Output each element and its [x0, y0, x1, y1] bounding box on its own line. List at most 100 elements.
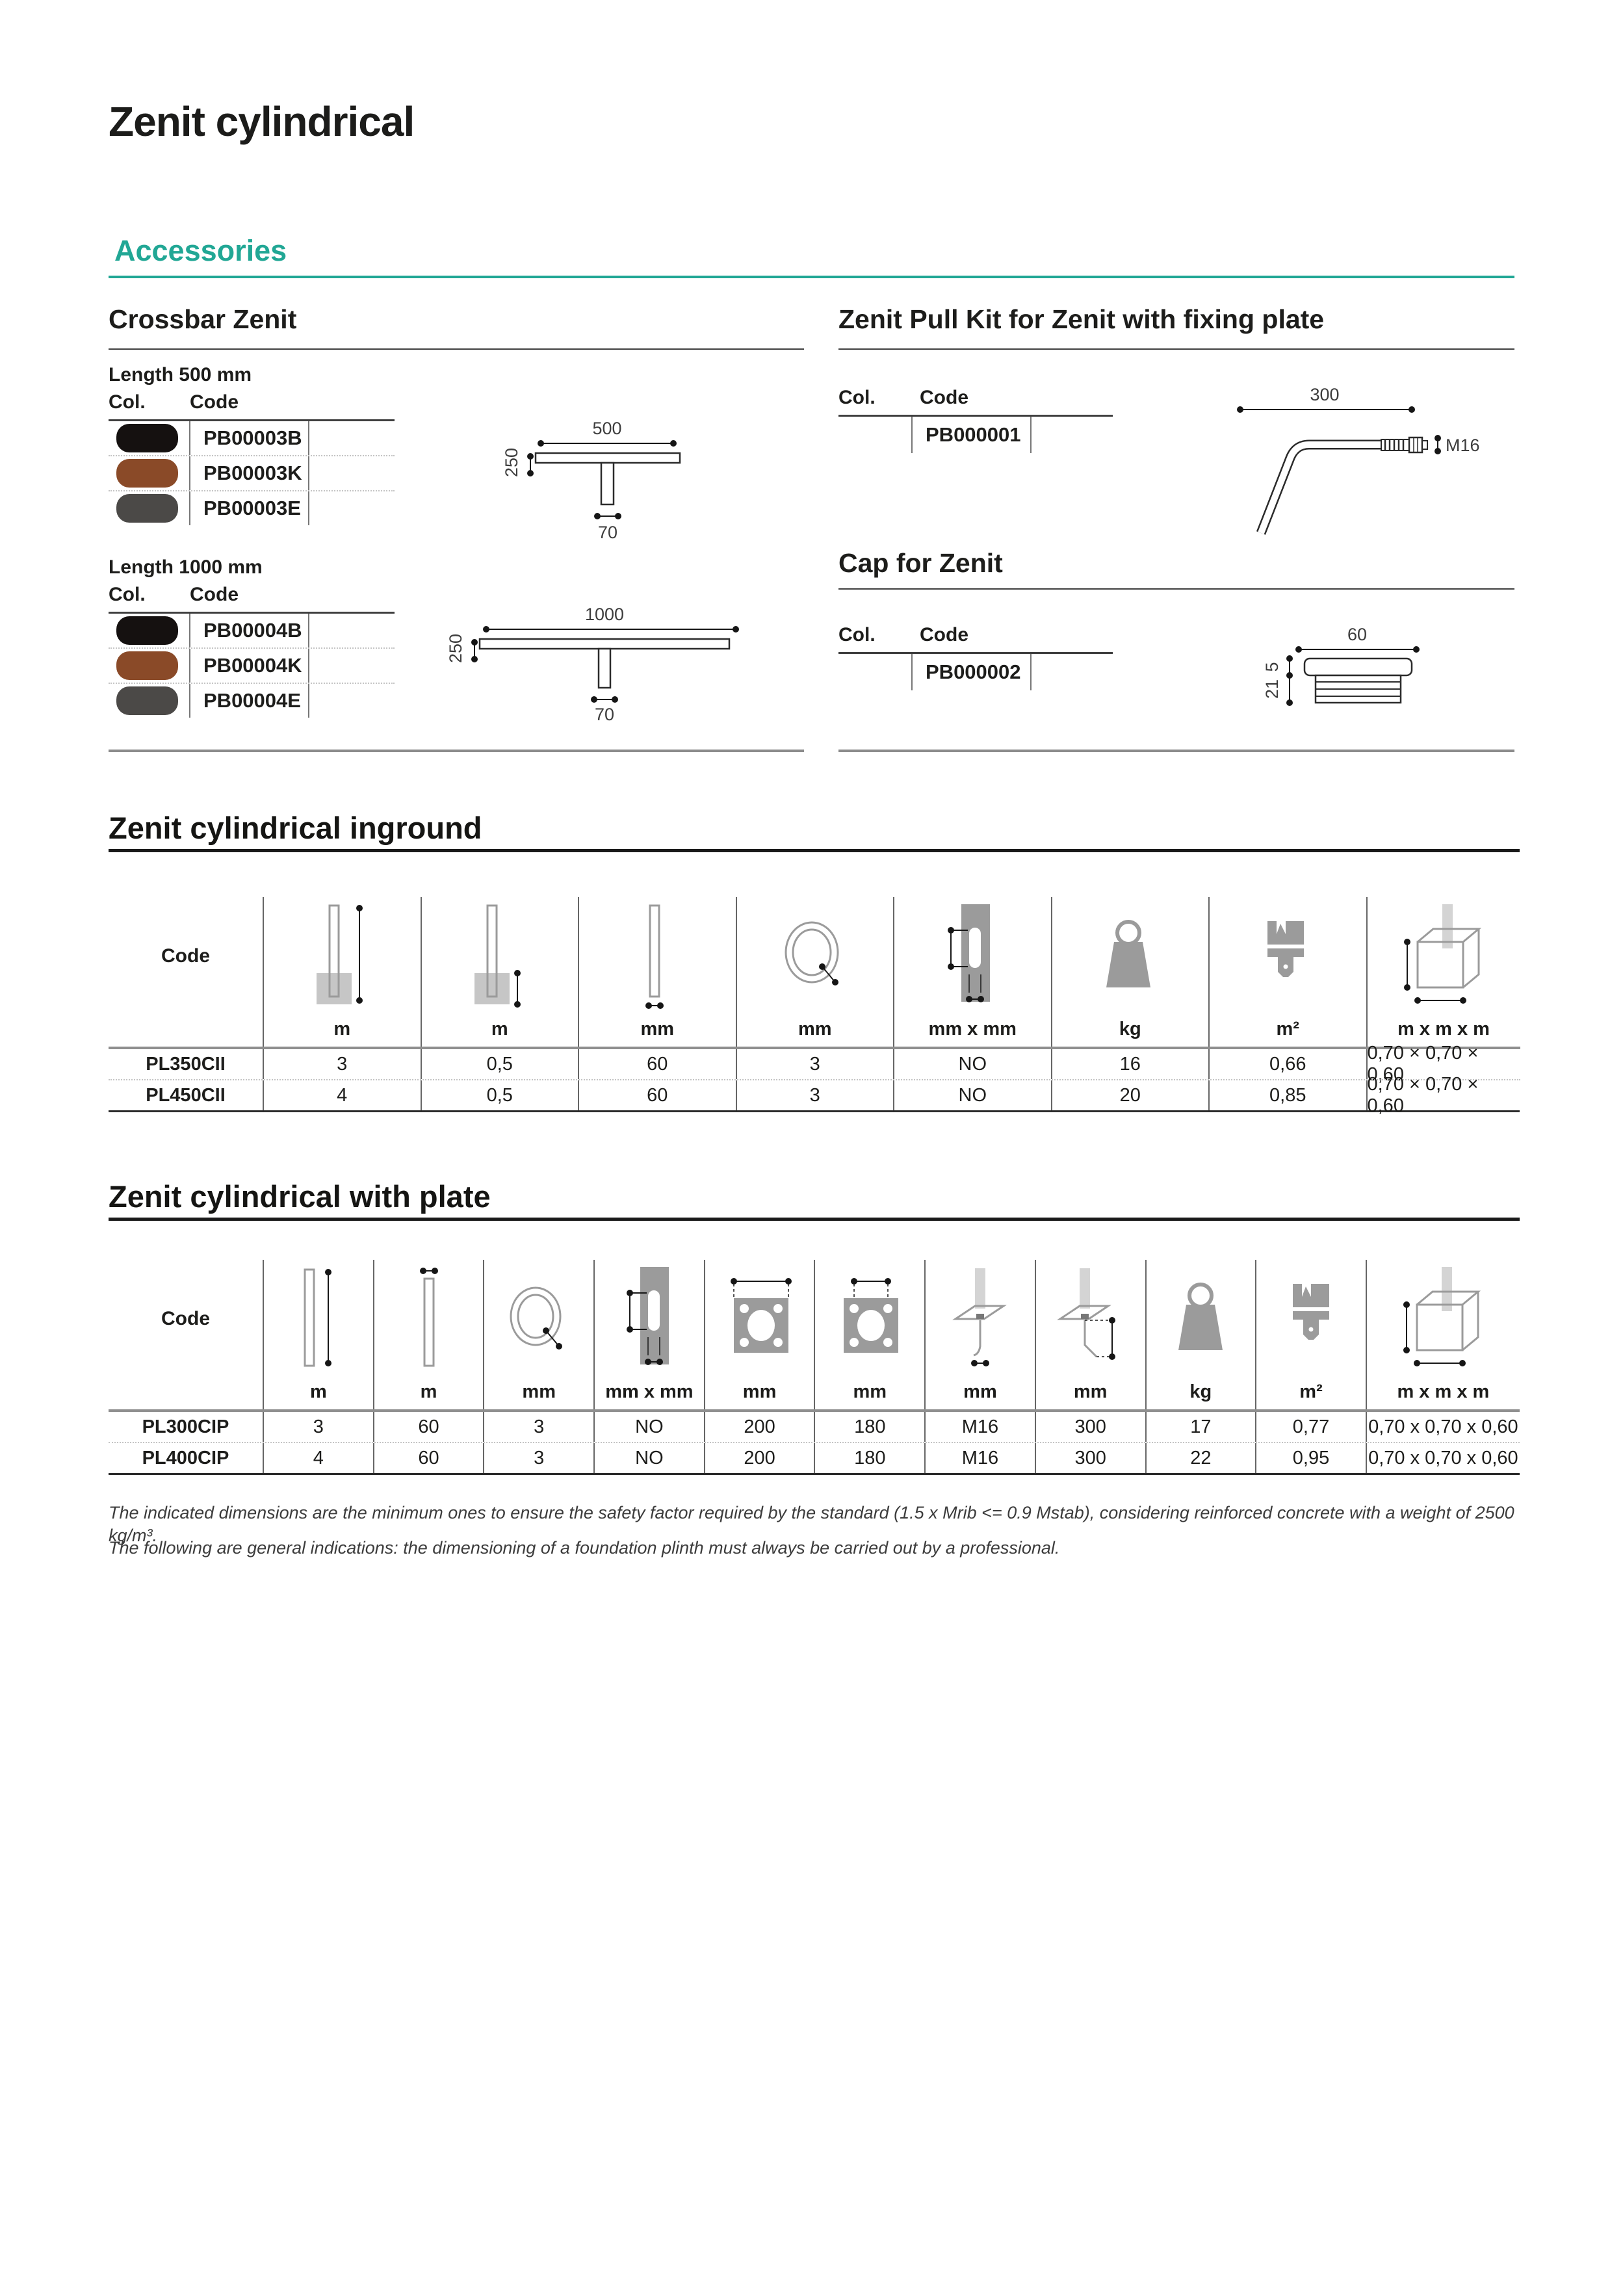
cell-value: 60: [372, 1412, 484, 1442]
accessories-bottom-rule-left: [109, 750, 804, 752]
unit-label: m: [263, 1015, 421, 1047]
cell-value: 0,66: [1208, 1049, 1366, 1079]
row-divider: [109, 1079, 1520, 1080]
table-row: PB00004E: [109, 684, 395, 718]
cell-value: NO: [893, 1049, 1051, 1079]
cell-value: M16: [924, 1443, 1035, 1473]
header-divider: [109, 1409, 1520, 1412]
cell-value: 3: [263, 1412, 373, 1442]
crossbar-500-table: PB00003B PB00003K PB00003E: [109, 419, 395, 525]
crossbar-length-500-label: Length 500 mm: [109, 364, 252, 385]
cell-value: NO: [593, 1412, 704, 1442]
cell-value: 60: [578, 1049, 736, 1079]
unit-label: mm: [1034, 1378, 1145, 1409]
anchor-rod-length-icon: [1056, 1268, 1115, 1360]
pull-kit-title: Zenit Pull Kit for Zenit with fixing pla…: [838, 304, 1325, 334]
dim-label: M16: [1446, 436, 1480, 455]
weight-icon: [1178, 1283, 1223, 1350]
unit-label: mm: [483, 1378, 593, 1409]
dim-label: 70: [595, 705, 614, 722]
color-swatch-anthracite: [116, 494, 178, 523]
dim-label: 5: [1262, 662, 1282, 672]
product-code: PB000001: [913, 417, 1032, 453]
cell-value: 3: [735, 1080, 894, 1110]
plate-hole-spacing-icon: [844, 1278, 899, 1353]
cell-value: 3: [735, 1049, 894, 1079]
cell-value: 0,77: [1255, 1412, 1366, 1442]
cell-value: 0,5: [420, 1049, 578, 1079]
anchor-bolt-icon: [952, 1268, 1007, 1366]
cell-value: NO: [593, 1443, 704, 1473]
cell-value: 0,70 x 0,70 x 0,60: [1365, 1443, 1520, 1473]
cell-value: 180: [814, 1412, 924, 1442]
product-code: PB00004K: [190, 649, 309, 683]
weight-icon: [1106, 920, 1150, 987]
cell-value: 60: [372, 1443, 484, 1473]
unit-label: m x m x m: [1366, 1015, 1520, 1047]
col-header: Col.: [838, 387, 876, 408]
tube-thickness-icon: [785, 921, 839, 985]
code-column-header: Code: [161, 1308, 210, 1329]
cell-value: 180: [814, 1443, 924, 1473]
cell-value: 300: [1034, 1443, 1145, 1473]
plate-size-icon: [730, 1278, 792, 1353]
table-row: PB00004B: [109, 614, 395, 649]
cell-value: 0,95: [1255, 1443, 1366, 1473]
unit-label: mm x mm: [893, 1015, 1051, 1047]
product-code: PB000002: [913, 654, 1032, 690]
table-row: PB00003K: [109, 456, 395, 491]
page-title: Zenit cylindrical: [109, 98, 415, 145]
paintbrush-icon: [1293, 1284, 1330, 1340]
code-header: Code: [920, 387, 968, 408]
slot-plate-icon: [626, 1267, 669, 1365]
code-header: Code: [920, 624, 968, 646]
footnote-line-1: The indicated dimensions are the minimum…: [109, 1503, 1514, 1546]
unit-label: mm: [735, 1015, 894, 1047]
unit-label: mm: [578, 1015, 736, 1047]
dim-label: 500: [592, 419, 621, 438]
dim-label: 250: [502, 448, 521, 477]
accessories-rule: [109, 276, 1514, 278]
unit-label: mm: [703, 1378, 814, 1409]
crossbar-500-diagram: 500 250 70: [502, 419, 681, 542]
unit-label: m²: [1255, 1378, 1366, 1409]
table-row: PB00004K: [109, 649, 395, 684]
cap-title: Cap for Zenit: [838, 548, 1003, 578]
pull-kit-diagram: 300 M16: [1237, 385, 1480, 535]
crossbar-1000-diagram: 1000 250 70: [446, 605, 739, 722]
color-swatch-black: [116, 424, 178, 452]
inground-rule: [109, 849, 1520, 852]
color-swatch-black: [116, 616, 178, 645]
cell-value: 200: [703, 1443, 814, 1473]
pole-diameter-icon: [419, 1268, 438, 1367]
cell-value: NO: [893, 1080, 1051, 1110]
with-plate-rule: [109, 1218, 1520, 1221]
code-header: Code: [190, 391, 239, 413]
foundation-cube-icon: [1403, 1267, 1481, 1366]
dim-label: 1000: [585, 605, 624, 624]
code-header: Code: [190, 584, 239, 605]
col-code-header: Col. Code: [109, 391, 239, 413]
with-plate-title: Zenit cylindrical with plate: [109, 1179, 491, 1214]
table-row: PB00003B: [109, 421, 395, 456]
row-code: PL350CII: [146, 1053, 226, 1075]
col-code-header: Col. Code: [109, 584, 239, 606]
pole-in-ground-depth-icon: [474, 904, 521, 1008]
row-code: PL400CIP: [142, 1447, 229, 1468]
cap-table: PB000002: [838, 652, 1113, 690]
cap-diagram: 60 5 21: [1262, 627, 1420, 706]
cell-value: 22: [1145, 1443, 1256, 1473]
unit-label: m x m x m: [1365, 1378, 1520, 1409]
pole-height-icon: [304, 1268, 331, 1367]
tube-thickness-icon: [510, 1286, 563, 1350]
product-code: PB00004B: [190, 614, 309, 647]
cell-value: 3: [263, 1049, 421, 1079]
unit-label: m²: [1208, 1015, 1366, 1047]
accessories-bottom-rule-right: [838, 750, 1514, 752]
accessories-heading: Accessories: [114, 234, 287, 267]
with-plate-table: Code: [109, 1260, 1520, 1475]
footnote-line-2: The following are general indications: t…: [109, 1538, 1060, 1558]
product-code: PB00003K: [190, 456, 309, 490]
unit-label: kg: [1145, 1378, 1256, 1409]
